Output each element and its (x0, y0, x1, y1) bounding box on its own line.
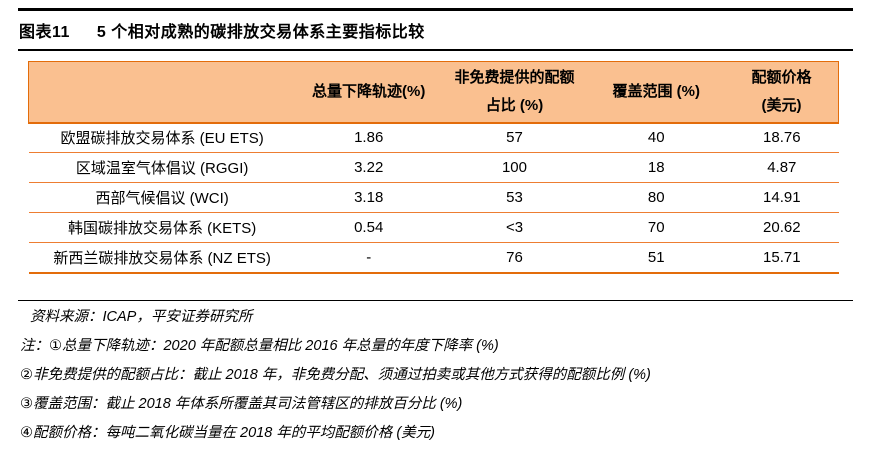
header-coverage: 覆盖范围 (%) (587, 61, 726, 124)
title-bottom-rule (18, 49, 853, 51)
cell-price: 14.91 (725, 182, 839, 213)
figure-title-text: 5 个相对成熟的碳排放交易体系主要指标比较 (96, 24, 425, 41)
header-price: 配额价格 (美元) (725, 61, 840, 124)
note-nonfree-allowance: ②非免费提供的配额占比：截止 2018 年，非免费分配、须通过拍卖或其他方式获得… (20, 366, 651, 383)
cell-price: 20.62 (725, 212, 839, 243)
cell-price: 4.87 (725, 152, 839, 183)
cell-system-name: 区域温室气体倡议 (RGGI) (28, 152, 296, 183)
figure-title: 图表11 5 个相对成熟的碳排放交易体系主要指标比较 (18, 11, 853, 49)
source-top-rule (18, 299, 853, 301)
figure-footnotes: 资料来源：ICAP，平安证券研究所 注：①总量下降轨迹：2020 年配额总量相比… (18, 303, 853, 448)
cell-nonfree: <3 (441, 212, 588, 243)
header-price-line2: (美元) (761, 96, 802, 114)
table-header-row: 总量下降轨迹(%) 非免费提供的配额 占比 (%) 覆盖范围 (%) 配额价格 (美… (27, 61, 840, 124)
cell-decline: - (295, 242, 442, 274)
note-price: ④配额价格：每吨二氧化碳当量在 2018 年的平均配额价格 (美元) (20, 424, 435, 441)
indicator-table: 总量下降轨迹(%) 非免费提供的配额 占比 (%) 覆盖范围 (%) 配额价格 (美… (27, 61, 840, 274)
cell-system-name: 新西兰碳排放交易体系 (NZ ETS) (28, 242, 296, 274)
cell-system-name: 欧盟碳排放交易体系 (EU ETS) (28, 122, 296, 153)
cell-nonfree: 76 (441, 242, 588, 274)
figure-tag: 图表11 (19, 24, 70, 41)
cell-nonfree: 53 (441, 182, 588, 213)
table-body: 欧盟碳排放交易体系 (EU ETS) 1.86 57 40 18.76 区域温室… (28, 122, 839, 274)
table-head: 总量下降轨迹(%) 非免费提供的配额 占比 (%) 覆盖范围 (%) 配额价格 (美… (27, 61, 840, 124)
table-row-nz-ets: 新西兰碳排放交易体系 (NZ ETS) - 76 51 15.71 (28, 242, 839, 274)
cell-price: 18.76 (725, 122, 839, 153)
cell-price: 15.71 (725, 242, 839, 274)
note-cap-decline: 注：①总量下降轨迹：2020 年配额总量相比 2016 年总量的年度下降率 (%… (20, 337, 499, 354)
cell-decline: 3.18 (295, 182, 442, 213)
cell-nonfree: 57 (441, 122, 588, 153)
header-cap-decline: 总量下降轨迹(%) (295, 61, 442, 124)
cell-system-name: 西部气候倡议 (WCI) (28, 182, 296, 213)
cell-decline: 0.54 (295, 212, 442, 243)
table-row-wci: 西部气候倡议 (WCI) 3.18 53 80 14.91 (28, 182, 839, 213)
cell-nonfree: 100 (441, 152, 588, 183)
table-row-rggi: 区域温室气体倡议 (RGGI) 3.22 100 18 4.87 (28, 152, 839, 183)
figure-content: 图表11 5 个相对成熟的碳排放交易体系主要指标比较 总量下降轨迹(%) 非免费提… (18, 8, 853, 449)
header-price-line1: 配额价格 (751, 68, 812, 86)
cell-decline: 3.22 (295, 152, 442, 183)
table-row-eu-ets: 欧盟碳排放交易体系 (EU ETS) 1.86 57 40 18.76 (28, 122, 839, 153)
cell-coverage: 70 (587, 212, 726, 243)
cell-coverage: 80 (587, 182, 726, 213)
cell-coverage: 40 (587, 122, 726, 153)
note-coverage: ③覆盖范围：截止 2018 年体系所覆盖其司法管辖区的排放百分比 (%) (20, 395, 463, 412)
source-line: 资料来源：ICAP，平安证券研究所 (30, 308, 253, 325)
header-system-blank (27, 61, 296, 124)
cell-decline: 1.86 (295, 122, 442, 153)
cell-coverage: 51 (587, 242, 726, 274)
header-nonfree-allowance: 非免费提供的配额 占比 (%) (441, 61, 588, 124)
cell-coverage: 18 (587, 152, 726, 183)
title-top-rule (18, 8, 853, 11)
table-row-kets: 韩国碳排放交易体系 (KETS) 0.54 <3 70 20.62 (28, 212, 839, 243)
header-nonfree-line1: 非免费提供的配额 (454, 68, 575, 86)
header-nonfree-line2: 占比 (%) (485, 96, 544, 114)
cell-system-name: 韩国碳排放交易体系 (KETS) (28, 212, 296, 243)
